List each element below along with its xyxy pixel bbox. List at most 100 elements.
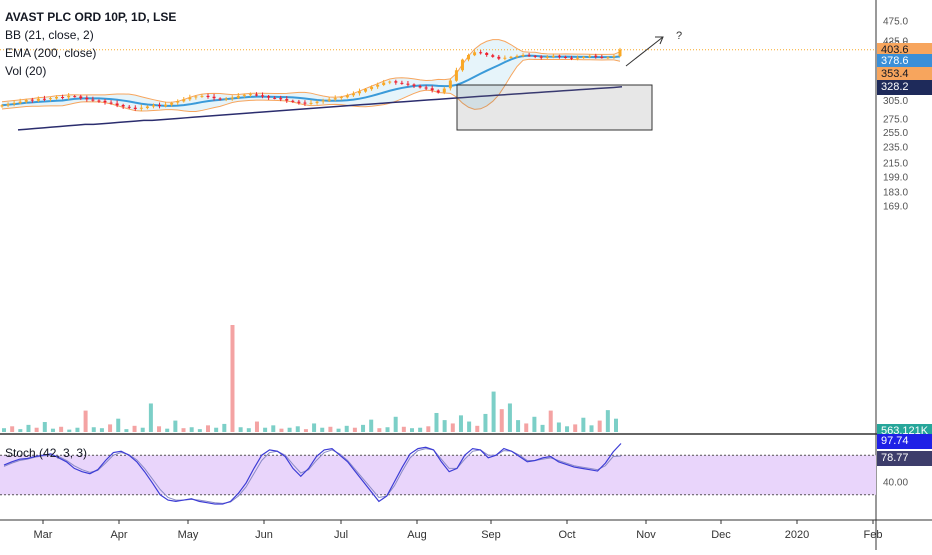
- price-axis-label: 475.0: [883, 17, 908, 28]
- volume-bar: [450, 423, 455, 432]
- candle-body: [388, 81, 392, 83]
- volume-bar: [614, 418, 618, 432]
- volume-bar: [336, 428, 341, 432]
- candle-body: [170, 102, 174, 105]
- volume-bar: [475, 425, 480, 432]
- time-axis-label: Mar: [34, 529, 53, 541]
- time-axis-label: 2020: [785, 529, 809, 541]
- price-axis-label: 199.0: [883, 172, 908, 183]
- candle-body: [6, 104, 10, 106]
- candle-body: [182, 99, 186, 102]
- candle-body: [36, 98, 40, 101]
- volume-bar: [157, 426, 162, 432]
- time-axis-label: Apr: [110, 529, 127, 541]
- volume-bar: [230, 325, 235, 432]
- ema-indicator-label[interactable]: EMA (200, close): [5, 46, 97, 60]
- price-axis-label: 305.0: [883, 96, 908, 107]
- volume-bar: [124, 429, 129, 432]
- volume-bar: [581, 417, 586, 432]
- candle-body: [460, 59, 464, 71]
- volume-bar: [320, 427, 325, 432]
- candle-body: [12, 102, 16, 104]
- candle-body: [491, 55, 495, 57]
- volume-bar: [181, 428, 186, 432]
- candle-body: [42, 98, 46, 100]
- candle-body: [30, 99, 34, 101]
- candle-body: [176, 101, 180, 103]
- time-axis-label: Aug: [407, 529, 427, 541]
- volume-bar: [254, 421, 259, 432]
- candle-body: [218, 98, 222, 100]
- price-axis-label: 255.0: [883, 128, 908, 139]
- candle-body: [364, 89, 368, 92]
- candle-body: [509, 56, 513, 58]
- price-badge-bb-basis: 378.6: [877, 54, 932, 70]
- candle-body: [97, 100, 101, 102]
- bb-indicator-label[interactable]: BB (21, close, 2): [5, 28, 94, 42]
- candle-body: [261, 95, 265, 97]
- volume-bar: [83, 410, 88, 432]
- candle-body: [606, 57, 610, 59]
- ema-line: [17, 86, 623, 131]
- candle-body: [418, 86, 422, 88]
- candle-body: [370, 86, 374, 90]
- candle-body: [158, 104, 162, 106]
- volume-bar: [34, 427, 39, 432]
- volume-bar: [491, 391, 496, 432]
- volume-bar: [467, 421, 472, 432]
- price-badge-last: 403.6: [877, 42, 932, 58]
- candle-body: [115, 103, 119, 106]
- volume-bar: [499, 409, 504, 432]
- candle-body: [206, 95, 210, 98]
- price-axis-label: 275.0: [883, 114, 908, 125]
- price-axis-label: 235.0: [883, 143, 908, 154]
- stoch-k-badge: 97.74: [877, 434, 932, 449]
- volume-bar: [140, 427, 145, 432]
- candle-body: [79, 96, 83, 99]
- candle-body: [200, 95, 204, 97]
- bb-upper-line: [1, 39, 621, 103]
- stoch-indicator-label[interactable]: Stoch (42, 3, 3): [5, 446, 88, 460]
- candle-body: [194, 96, 198, 98]
- candle-body: [273, 97, 277, 99]
- volume-bar: [328, 426, 333, 432]
- volume-bar: [516, 420, 521, 432]
- candle-body: [127, 106, 131, 108]
- candle-body: [588, 55, 592, 57]
- candle-body: [557, 55, 561, 57]
- price-axis-label: 215.0: [883, 159, 908, 170]
- volume-bar: [548, 410, 553, 432]
- volume-bar: [385, 427, 390, 432]
- volume-bar: [148, 403, 153, 432]
- candle-body: [103, 100, 107, 103]
- volume-bar: [426, 426, 431, 432]
- candle-body: [454, 70, 458, 81]
- symbol-title[interactable]: AVAST PLC ORD 10P, 1D, LSE: [5, 10, 177, 24]
- candle-body: [600, 57, 604, 59]
- candle-body: [527, 55, 531, 57]
- candle-body: [212, 96, 216, 99]
- candle-body: [91, 99, 95, 101]
- candle-body: [285, 99, 289, 101]
- volume-bar: [377, 428, 382, 432]
- candle-body: [236, 95, 240, 98]
- volume-indicator-label[interactable]: Vol (20): [5, 64, 47, 78]
- candle-body: [406, 83, 410, 85]
- candle-body: [485, 52, 489, 55]
- price-axis-label: 425.0: [883, 37, 908, 48]
- question-mark-annotation: ?: [676, 30, 682, 42]
- volume-bar: [344, 425, 349, 432]
- candle-body: [18, 101, 22, 104]
- candle-body: [424, 87, 428, 89]
- volume-bar: [483, 413, 488, 432]
- volume-bar: [556, 422, 561, 432]
- range-box-drawing: [456, 84, 653, 131]
- volume-bar: [246, 428, 251, 432]
- chart-legend: AVAST PLC ORD 10P, 1D, LSE BB (21, close…: [5, 8, 176, 80]
- time-axis-label: May: [178, 529, 199, 541]
- volume-bar: [418, 427, 423, 432]
- candle-body: [339, 97, 343, 99]
- volume-bar: [18, 429, 23, 432]
